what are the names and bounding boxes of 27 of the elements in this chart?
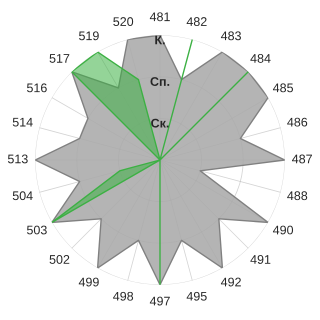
spoke-label: 499 bbox=[78, 278, 99, 286]
spoke-label: 516 bbox=[26, 83, 47, 92]
spoke-label: 488 bbox=[287, 191, 308, 200]
spoke-label: 513 bbox=[8, 154, 28, 164]
spoke-label: 517 bbox=[50, 54, 70, 63]
spoke-label: 490 bbox=[272, 226, 294, 234]
y-tick-label: Сп. bbox=[150, 77, 170, 86]
spoke-label: 495 bbox=[186, 292, 207, 301]
spoke-label: 498 bbox=[113, 292, 134, 301]
spoke-label: 492 bbox=[220, 278, 241, 286]
spoke-label: 482 bbox=[186, 17, 207, 26]
spoke-label: 504 bbox=[12, 191, 33, 200]
spoke-label: 497 bbox=[150, 296, 170, 306]
spoke-label: 520 bbox=[113, 17, 134, 26]
spoke-label: 491 bbox=[250, 255, 270, 264]
spoke-label: 484 bbox=[250, 54, 271, 63]
spoke-label: 481 bbox=[150, 12, 170, 22]
spoke-label: 487 bbox=[292, 154, 312, 164]
spoke-label: 514 bbox=[12, 118, 33, 127]
spoke-label: 486 bbox=[287, 118, 308, 127]
spoke-label: 485 bbox=[272, 83, 294, 92]
y-tick-label: Ск. bbox=[151, 118, 169, 128]
y-tick-label: К. bbox=[155, 36, 165, 44]
spoke-label: 502 bbox=[50, 255, 70, 264]
spoke-label: 519 bbox=[78, 31, 99, 40]
spoke-label: 483 bbox=[220, 31, 241, 40]
spoke-label: 503 bbox=[26, 226, 47, 234]
